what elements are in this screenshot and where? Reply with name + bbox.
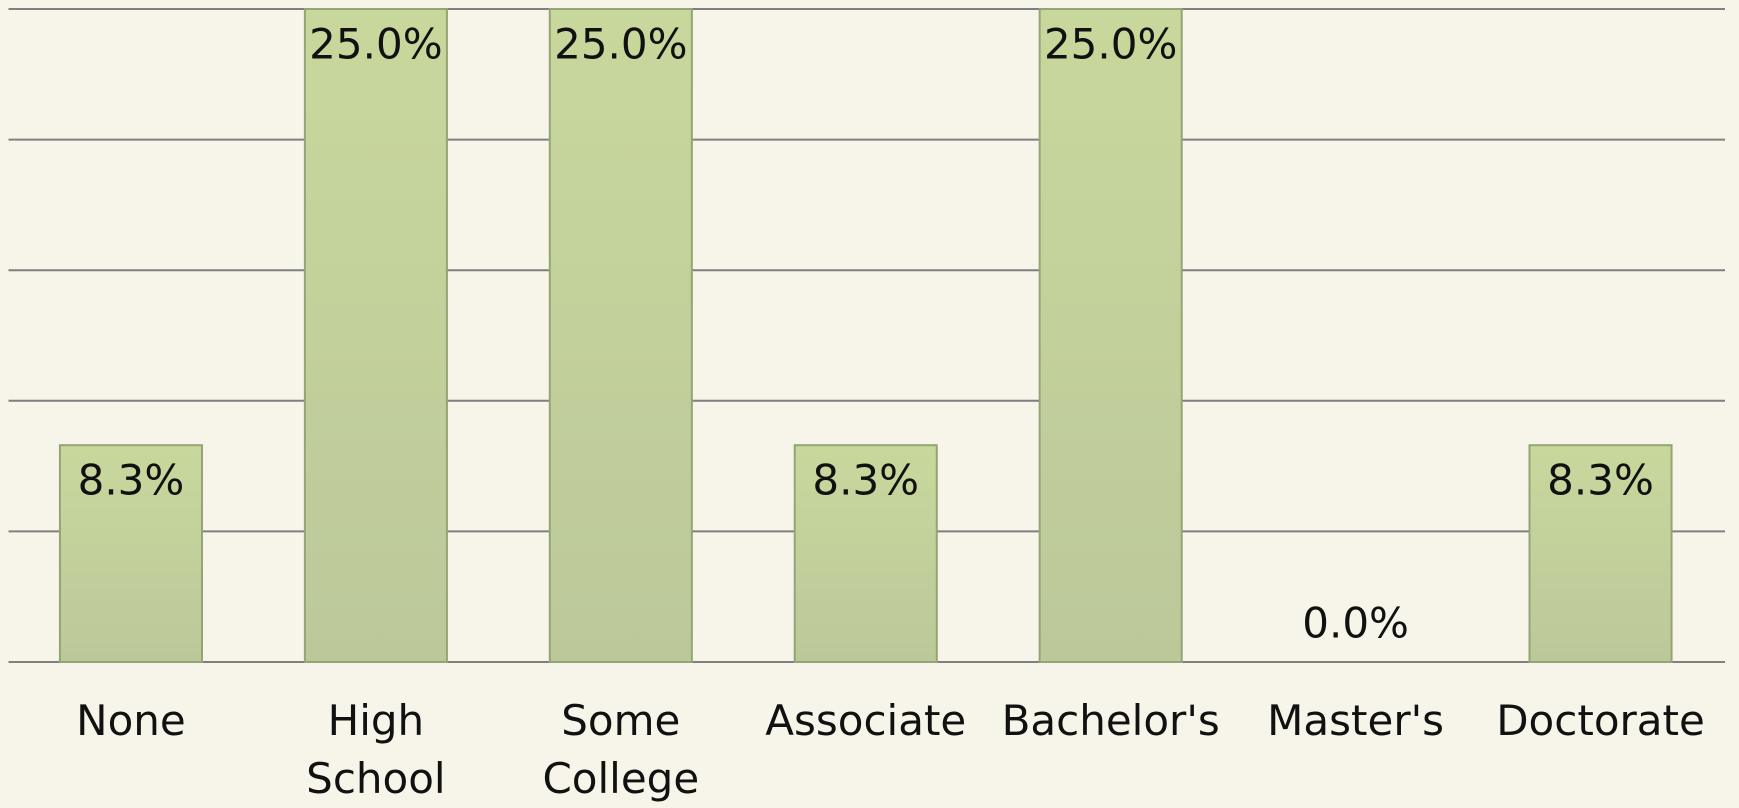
bar — [793, 444, 938, 664]
bar — [1038, 8, 1183, 663]
x-tick-label: Some College — [542, 696, 699, 803]
x-tick-label: None — [76, 696, 186, 745]
x-tick-label: Doctorate — [1496, 696, 1705, 745]
x-tick-label: Associate — [765, 696, 966, 745]
value-label: 25.0% — [554, 20, 687, 69]
x-tick-label: Bachelor's — [1002, 696, 1220, 745]
value-label: 25.0% — [1044, 20, 1177, 69]
bar — [303, 8, 448, 663]
x-tick-label: High School — [306, 696, 445, 803]
value-label: 8.3% — [1547, 456, 1654, 505]
value-label: 8.3% — [78, 456, 185, 505]
value-label: 25.0% — [309, 20, 442, 69]
value-label: 8.3% — [812, 456, 919, 505]
bar — [548, 8, 693, 663]
bar — [58, 444, 203, 664]
x-tick-label: Master's — [1267, 696, 1444, 745]
value-label: 0.0% — [1302, 599, 1409, 648]
bar — [1528, 444, 1673, 664]
